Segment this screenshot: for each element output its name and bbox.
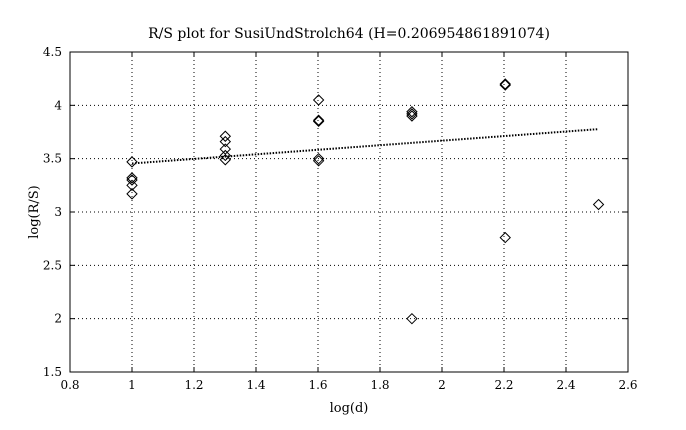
- y-tick-label: 2.5: [43, 258, 62, 272]
- data-point-diamond: [406, 106, 418, 118]
- data-point-diamond: [219, 130, 232, 142]
- x-tick-label: 1.6: [308, 378, 327, 392]
- x-tick-label: 1.4: [246, 378, 265, 392]
- y-tick-label: 3: [54, 205, 62, 219]
- data-point-diamond: [219, 149, 232, 162]
- data-point-diamond: [126, 174, 138, 186]
- x-axis-label: log(d): [330, 401, 369, 416]
- data-point-diamond: [219, 154, 232, 166]
- data-point-diamond: [219, 135, 232, 148]
- plot-frame: [69, 51, 629, 373]
- x-tick-label: 1: [128, 378, 136, 392]
- axis-ticks: 0.8 1 1.2 1.4 1.6 1.8 2 2.2 2.4 2.6 1.5 2 2.5 3 3.5 4 4.…: [43, 45, 638, 392]
- data-point-diamond: [126, 172, 138, 184]
- y-tick-label: 2: [54, 312, 62, 326]
- data-point-diamond: [126, 188, 138, 200]
- scatter-points: [126, 78, 605, 325]
- x-tick-label: 1.8: [370, 378, 389, 392]
- data-point-diamond: [219, 143, 232, 155]
- data-point-diamond: [312, 155, 325, 167]
- data-point-diamond: [312, 152, 325, 165]
- x-tick-label: 2: [438, 378, 446, 392]
- x-tick-label: 1.2: [184, 378, 203, 392]
- data-point-diamond: [126, 156, 138, 168]
- regression-line-layer: [131, 128, 599, 165]
- data-point-diamond: [312, 114, 325, 126]
- data-point-diamond: [406, 312, 418, 325]
- y-axis-label: log(R/S): [27, 185, 42, 239]
- data-point-diamond: [499, 79, 511, 91]
- grid-lines: [70, 52, 628, 372]
- data-point-diamond: [499, 231, 511, 244]
- regression-line: [131, 128, 599, 165]
- data-point-diamond: [592, 198, 605, 211]
- data-point-diamond: [312, 94, 325, 106]
- y-tick-label: 4.5: [43, 45, 62, 59]
- data-point-diamond: [126, 179, 138, 192]
- y-tick-label: 3.5: [43, 152, 62, 166]
- x-tick-label: 0.8: [60, 378, 79, 392]
- data-point-diamond: [406, 110, 418, 122]
- data-point-diamond: [406, 108, 418, 120]
- x-tick-label: 2.2: [494, 378, 513, 392]
- data-point-diamond: [312, 115, 325, 128]
- chart-title: R/S plot for SusiUndStrolch64 (H=0.20695…: [148, 26, 550, 42]
- y-tick-label: 4: [54, 98, 62, 112]
- data-point-diamond: [499, 78, 511, 90]
- x-tick-label: 2.4: [556, 378, 575, 392]
- x-tick-label: 2.6: [618, 378, 637, 392]
- y-tick-label: 1.5: [43, 365, 62, 379]
